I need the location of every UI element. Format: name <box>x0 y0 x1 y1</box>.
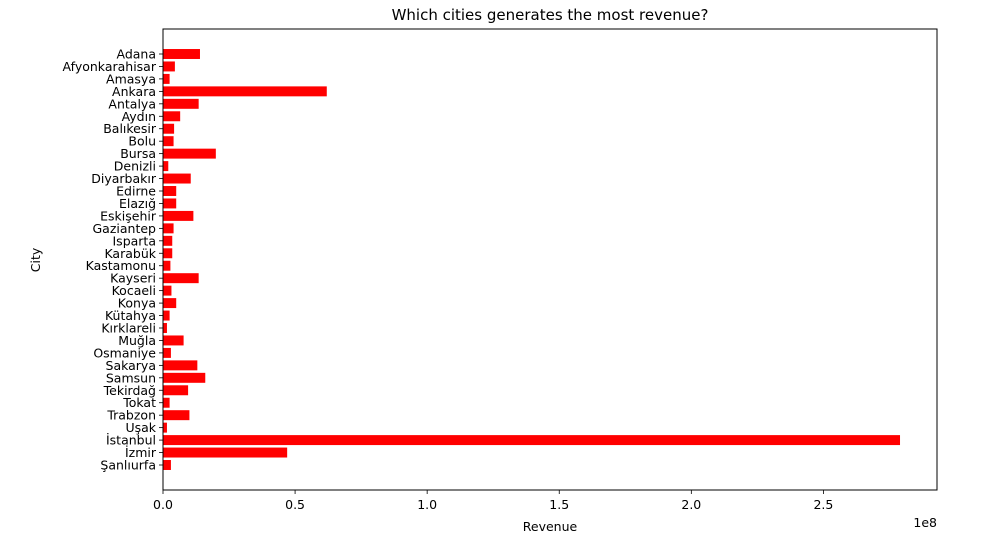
bar-mug-la <box>163 335 184 346</box>
bar-i-zmir <box>163 447 288 458</box>
bar-trabzon <box>163 410 190 421</box>
x-ticks-group: 0.0 0.5 1.0 1.5 2.0 2.5 <box>153 490 833 512</box>
bar-isparta <box>163 235 173 246</box>
y-tick-label: Konya <box>118 296 156 311</box>
y-tick-label: Aydın <box>122 109 156 124</box>
y-tick-label: Kayseri <box>110 271 156 286</box>
y-tick-label: Karabük <box>104 246 156 261</box>
y-tick-label: Kırklareli <box>101 321 156 336</box>
bar-elaz-g- <box>163 198 177 209</box>
y-tick-label: Muğla <box>118 333 156 348</box>
x-tick-label: 1.5 <box>549 497 569 512</box>
y-tick-label: Şanlıurfa <box>100 458 156 473</box>
y-tick-label: Denizli <box>114 159 156 174</box>
bar-kocaeli <box>163 285 172 296</box>
bar-bal-kesir <box>163 123 175 134</box>
x-tick-label: 0.0 <box>153 497 173 512</box>
bar-k-rklareli <box>163 323 167 333</box>
y-axis-label: City <box>28 247 43 272</box>
y-tick-label: Isparta <box>113 233 157 248</box>
bar-konya <box>163 298 177 309</box>
bar-diyarbak-r <box>163 173 191 184</box>
y-tick-label: Kastamonu <box>86 258 156 273</box>
bar-us-ak <box>163 422 167 433</box>
plot-frame <box>162 28 938 491</box>
y-tick-label: Osmaniye <box>93 345 156 360</box>
bar-osmaniye <box>163 347 171 358</box>
bar-ayd-n <box>163 111 181 122</box>
y-tick-label: Trabzon <box>106 408 156 423</box>
x-tick-label: 2.5 <box>813 497 833 512</box>
y-tick-label: Balıkesir <box>103 121 157 136</box>
y-tick-label: Sakarya <box>106 358 156 373</box>
bar-tekirdag- <box>163 385 189 396</box>
y-tick-label: Uşak <box>125 420 156 435</box>
x-axis-label: Revenue <box>523 519 578 534</box>
y-tick-label: İzmir <box>125 445 157 460</box>
y-tick-label: İstanbul <box>106 433 156 448</box>
bar-gaziantep <box>163 223 174 234</box>
bar-amasya <box>163 73 170 84</box>
y-tick-label: Kütahya <box>105 308 156 323</box>
bar-karabu-k <box>163 248 173 259</box>
bar-ku-tahya <box>163 310 170 321</box>
bar-i-stanbul <box>163 435 901 446</box>
bar-tokat <box>163 397 170 408</box>
x-tick-label: 2.0 <box>681 497 701 512</box>
x-tick-label: 1.0 <box>417 497 437 512</box>
bar-sakarya <box>163 360 198 371</box>
y-tick-label: Tekirdağ <box>103 383 156 398</box>
bar-edirne <box>163 186 177 196</box>
y-tick-label: Bursa <box>120 146 156 161</box>
y-tick-label: Afyonkarahisar <box>63 59 157 74</box>
y-tick-label: Kocaeli <box>112 283 156 298</box>
y-tick-label: Tokat <box>122 395 156 410</box>
bar-kayseri <box>163 273 199 284</box>
bar-s-anl-urfa <box>163 460 171 470</box>
bar-bolu <box>163 136 174 147</box>
y-tick-label: Eskişehir <box>100 208 157 223</box>
bar-denizli <box>163 161 169 172</box>
y-tick-label: Bolu <box>128 134 156 149</box>
bar-bursa <box>163 148 216 159</box>
bar-kastamonu <box>163 260 171 271</box>
y-tick-label: Amasya <box>106 71 156 86</box>
y-tick-label: Edirne <box>116 184 156 199</box>
bar-adana <box>163 49 200 59</box>
y-tick-label: Ankara <box>112 84 156 99</box>
y-tick-label: Diyarbakır <box>91 171 157 186</box>
y-tick-label: Elazığ <box>119 196 156 211</box>
bar-antalya <box>163 98 199 109</box>
x-offset-label: 1e8 <box>913 515 937 530</box>
y-tick-label: Gaziantep <box>93 221 157 236</box>
y-tick-label: Samsun <box>106 370 156 385</box>
bar-ankara <box>163 86 327 97</box>
x-tick-label: 0.5 <box>285 497 305 512</box>
bars-group <box>163 49 901 470</box>
y-ticks-group: AdanaAfyonkarahisarAmasyaAnkaraAntalyaAy… <box>63 47 163 473</box>
y-tick-label: Adana <box>116 47 156 62</box>
bar-samsun <box>163 372 206 383</box>
chart-title: Which cities generates the most revenue? <box>392 6 709 24</box>
bar-afyonkarahisar <box>163 61 175 72</box>
y-tick-label: Antalya <box>108 96 156 111</box>
bar-eskis-ehir <box>163 210 194 221</box>
